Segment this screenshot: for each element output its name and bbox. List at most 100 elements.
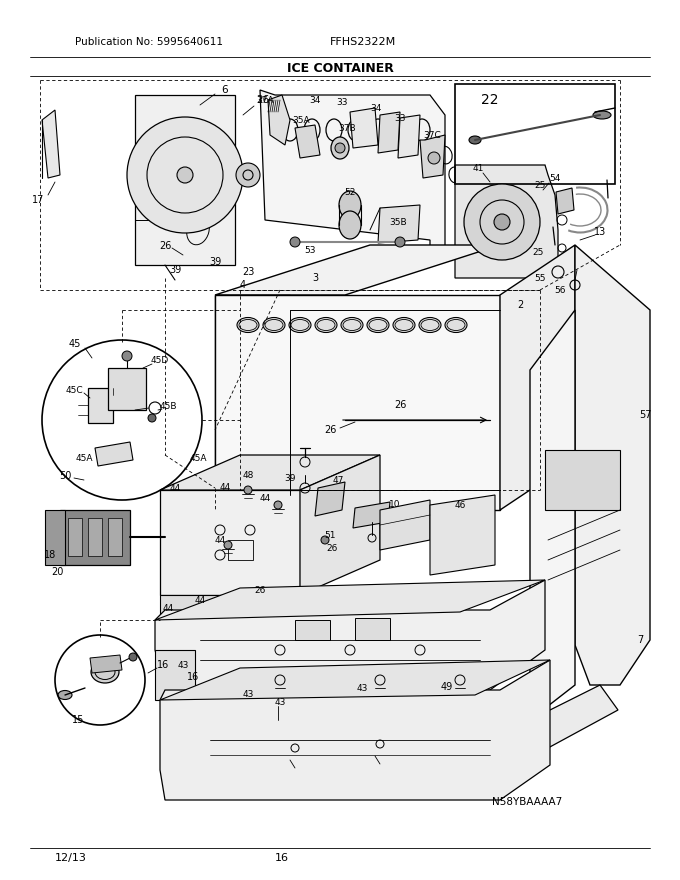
Polygon shape	[295, 125, 320, 158]
Ellipse shape	[331, 137, 349, 159]
Polygon shape	[155, 580, 545, 620]
Ellipse shape	[289, 318, 311, 333]
Bar	[455, 84, 615, 184]
Text: 4: 4	[240, 280, 246, 290]
Text: 37B: 37B	[338, 123, 356, 133]
Text: 35A: 35A	[292, 115, 310, 124]
Circle shape	[122, 351, 132, 361]
Text: 56: 56	[554, 285, 566, 295]
Polygon shape	[215, 295, 500, 510]
Ellipse shape	[91, 661, 119, 683]
Text: 45C: 45C	[65, 385, 83, 394]
Polygon shape	[160, 490, 300, 595]
Polygon shape	[215, 245, 500, 295]
Polygon shape	[350, 108, 378, 148]
Text: 26: 26	[159, 241, 171, 251]
Text: 15: 15	[72, 715, 84, 725]
Polygon shape	[42, 110, 60, 178]
Circle shape	[428, 152, 440, 164]
Text: 39: 39	[284, 473, 296, 482]
Text: 35B: 35B	[389, 217, 407, 226]
Text: 48: 48	[242, 471, 254, 480]
Circle shape	[335, 143, 345, 153]
Bar	[228, 540, 253, 560]
Text: 26: 26	[394, 400, 406, 410]
Text: 26: 26	[256, 95, 270, 105]
Text: N58YBAAAA7: N58YBAAAA7	[492, 797, 562, 807]
Ellipse shape	[339, 191, 361, 219]
Text: 43: 43	[242, 690, 254, 699]
Ellipse shape	[367, 318, 389, 333]
Polygon shape	[60, 510, 130, 565]
Text: 45B: 45B	[159, 401, 177, 410]
Bar	[545, 450, 620, 510]
Text: 53: 53	[304, 246, 316, 254]
Text: 26: 26	[326, 544, 338, 553]
Text: 18: 18	[44, 550, 56, 560]
Text: 44: 44	[259, 494, 271, 502]
Text: 2: 2	[517, 300, 523, 310]
Ellipse shape	[393, 318, 415, 333]
Text: 17: 17	[32, 195, 44, 205]
Bar	[88, 388, 113, 423]
Polygon shape	[420, 135, 445, 178]
Polygon shape	[398, 115, 420, 158]
Polygon shape	[430, 495, 495, 575]
Text: 3: 3	[312, 273, 318, 283]
Polygon shape	[530, 685, 618, 748]
Text: 44: 44	[214, 536, 226, 545]
Text: 26: 26	[324, 425, 336, 435]
Polygon shape	[160, 455, 380, 490]
Text: 43: 43	[356, 684, 368, 693]
Bar	[355, 618, 390, 640]
Circle shape	[224, 541, 232, 549]
Polygon shape	[315, 482, 345, 516]
Bar	[295, 620, 330, 640]
Polygon shape	[155, 650, 195, 700]
Polygon shape	[530, 310, 575, 720]
Ellipse shape	[237, 318, 259, 333]
Polygon shape	[268, 95, 290, 145]
Circle shape	[127, 117, 243, 233]
Ellipse shape	[315, 318, 337, 333]
Polygon shape	[160, 660, 550, 700]
Circle shape	[244, 486, 252, 494]
Circle shape	[395, 237, 405, 247]
Text: 46: 46	[454, 501, 466, 510]
Text: 7: 7	[637, 635, 643, 645]
Text: 43: 43	[177, 661, 188, 670]
Ellipse shape	[339, 211, 361, 239]
Text: 25: 25	[532, 247, 544, 256]
Polygon shape	[90, 655, 122, 673]
Polygon shape	[300, 455, 380, 595]
Text: 49: 49	[441, 682, 453, 692]
Polygon shape	[215, 295, 290, 510]
Text: 44: 44	[163, 604, 173, 612]
Text: 45A: 45A	[75, 453, 92, 463]
Text: 26: 26	[254, 585, 266, 595]
Text: 54: 54	[549, 173, 561, 182]
Bar	[108, 368, 146, 410]
Polygon shape	[155, 580, 545, 690]
Polygon shape	[500, 245, 575, 510]
Polygon shape	[556, 188, 574, 214]
Circle shape	[129, 653, 137, 661]
Text: 45A: 45A	[189, 453, 207, 463]
Text: 22: 22	[481, 93, 498, 107]
Text: 37A: 37A	[256, 96, 274, 105]
Polygon shape	[380, 500, 430, 550]
Text: 10: 10	[389, 500, 401, 509]
Polygon shape	[378, 112, 400, 153]
Circle shape	[148, 414, 156, 422]
Polygon shape	[353, 502, 390, 528]
Text: 47: 47	[333, 475, 343, 485]
Circle shape	[290, 237, 300, 247]
Text: 41: 41	[473, 164, 483, 172]
Text: 33: 33	[336, 98, 347, 106]
Circle shape	[274, 501, 282, 509]
Text: 16: 16	[157, 660, 169, 670]
Text: 45D: 45D	[151, 356, 169, 364]
Text: 33: 33	[394, 114, 406, 122]
Polygon shape	[160, 595, 300, 620]
Polygon shape	[45, 510, 65, 565]
